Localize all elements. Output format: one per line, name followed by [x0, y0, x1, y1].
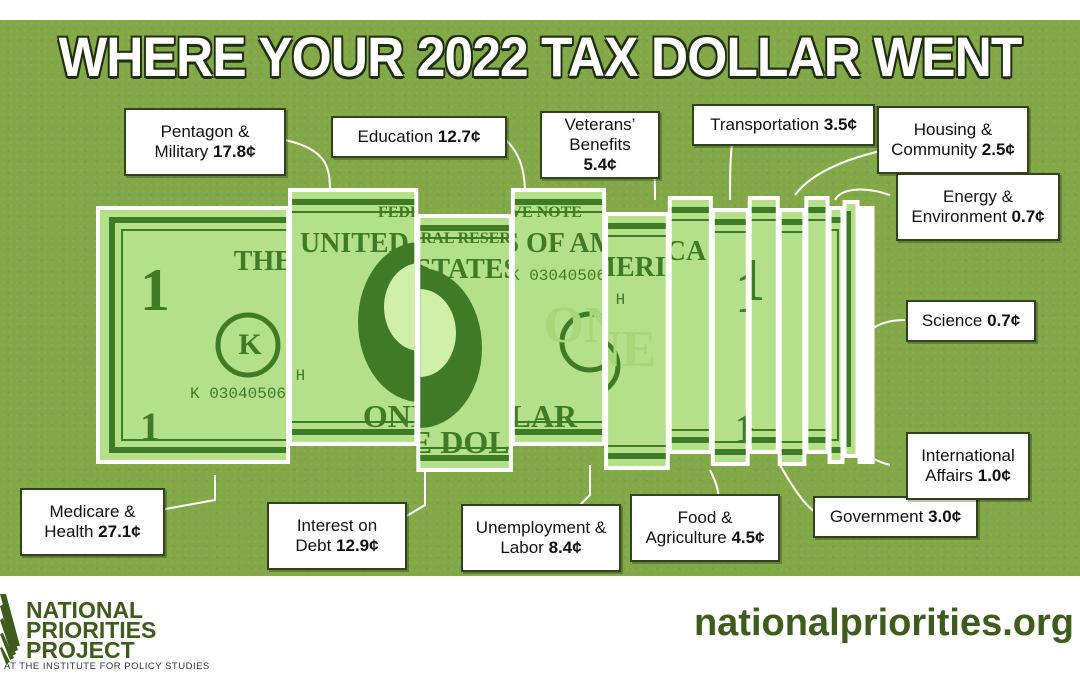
- connector-energy: [834, 188, 891, 201]
- label-veterans-benefits: Veterans’ Benefits 5.4¢: [540, 111, 660, 179]
- npp-logo: NATIONAL PRIORITIES PROJECT AT THE INSTI…: [0, 586, 210, 672]
- bill-strip: [804, 196, 830, 454]
- label-science-line1: Science: [921, 311, 983, 330]
- label-veterans-value: 5.4¢: [583, 155, 617, 174]
- bill-strip: [777, 208, 807, 466]
- label-food-line1: Food &: [677, 508, 733, 527]
- bill-strips-group: [96, 188, 875, 472]
- npp-subtitle: AT THE INSTITUTE FOR POLICY STUDIES: [4, 661, 210, 672]
- green-banner: WHERE YOUR 2022 TAX DOLLAR WENT K1111FED…: [0, 20, 1080, 576]
- label-military-line2: Military: [154, 142, 209, 161]
- label-energy-value: 0.7¢: [1011, 207, 1045, 226]
- bill-strip: [96, 206, 291, 464]
- footer: NATIONAL PRIORITIES PROJECT AT THE INSTI…: [0, 576, 1080, 675]
- connector-medicare: [159, 475, 216, 511]
- label-education-value: 12.7¢: [437, 127, 481, 146]
- label-medicare-health: Medicare & Health 27.1¢: [20, 488, 165, 556]
- label-energy-line1: Energy &: [943, 187, 1013, 206]
- bill-strip: [842, 200, 860, 458]
- bill-strip: [667, 196, 713, 454]
- label-interest-debt: Interest on Debt 12.9¢: [267, 502, 407, 570]
- label-international-affairs: International Affairs 1.0¢: [906, 432, 1030, 500]
- label-international-line1: International: [921, 446, 1015, 465]
- label-unemployment-line1: Unemployment &: [475, 518, 607, 537]
- label-food-agriculture: Food & Agriculture 4.5¢: [630, 494, 780, 562]
- npp-name-line2: PRIORITIES: [26, 617, 157, 643]
- label-science-value: 0.7¢: [987, 311, 1021, 330]
- bill-strip: [510, 188, 607, 446]
- infographic-title: WHERE YOUR 2022 TAX DOLLAR WENT: [58, 25, 1023, 88]
- label-government-value: 3.0¢: [928, 507, 962, 526]
- dollar-bill-strips: K1111FEDERAL RESERVE NOTETHE UNITED STAT…: [96, 124, 906, 521]
- bill-strip: [416, 214, 513, 472]
- connector-military: [284, 139, 331, 196]
- label-housing-community: Housing & Community 2.5¢: [877, 106, 1029, 174]
- bill-strip: [288, 188, 419, 446]
- label-veterans-line2: Benefits: [569, 135, 631, 154]
- label-transportation: Transportation 3.5¢: [692, 104, 875, 146]
- npp-name-line1: NATIONAL: [26, 597, 144, 623]
- npp-name-line3: PROJECT: [26, 637, 135, 663]
- label-military-line1: Pentagon &: [160, 122, 250, 141]
- label-housing-value: 2.5¢: [981, 140, 1015, 159]
- label-food-line2: Agriculture: [645, 528, 727, 547]
- label-military-value: 17.8¢: [213, 142, 256, 161]
- sunburst-icon: [0, 594, 20, 664]
- label-energy-line2: Environment: [911, 207, 1007, 226]
- label-medicare-line1: Medicare &: [49, 502, 136, 521]
- label-unemployment-line2: Labor: [500, 538, 544, 557]
- label-debt-value: 12.9¢: [336, 536, 379, 555]
- label-education: Education 12.7¢: [331, 116, 507, 158]
- label-international-value: 1.0¢: [977, 466, 1011, 485]
- npp-name: NATIONAL PRIORITIES PROJECT: [26, 597, 157, 663]
- label-unemployment-labor: Unemployment & Labor 8.4¢: [461, 504, 621, 572]
- label-medicare-line2: Health: [44, 522, 94, 541]
- label-science: Science 0.7¢: [906, 300, 1036, 342]
- label-government-line1: Government: [829, 507, 924, 526]
- bill-strip: [710, 208, 750, 466]
- label-pentagon-military: Pentagon & Military 17.8¢: [124, 108, 286, 176]
- label-transportation-line1: Transportation: [710, 115, 820, 134]
- bill-strip-outline: [857, 206, 875, 464]
- label-veterans-line1: Veterans’: [564, 115, 636, 134]
- label-government: Government 3.0¢: [813, 496, 978, 538]
- label-energy-environment: Energy & Environment 0.7¢: [896, 173, 1060, 241]
- label-food-value: 4.5¢: [731, 528, 765, 547]
- label-housing-line2: Community: [891, 140, 978, 159]
- bill-strip: [604, 212, 670, 470]
- label-transportation-value: 3.5¢: [823, 115, 857, 134]
- label-debt-line2: Debt: [295, 536, 332, 555]
- label-education-line1: Education: [357, 127, 434, 146]
- label-debt-line1: Interest on: [296, 516, 378, 535]
- bill-strip: [827, 206, 845, 464]
- label-unemployment-value: 8.4¢: [548, 538, 582, 557]
- connector-debt: [399, 465, 426, 521]
- label-medicare-value: 27.1¢: [98, 522, 141, 541]
- bill-strip: [747, 196, 780, 454]
- label-housing-line1: Housing &: [913, 120, 993, 139]
- bill-strip: [857, 206, 875, 464]
- label-international-line2: Affairs: [925, 466, 974, 485]
- website-url[interactable]: nationalpriorities.org: [693, 602, 1074, 644]
- connector-housing: [794, 149, 886, 196]
